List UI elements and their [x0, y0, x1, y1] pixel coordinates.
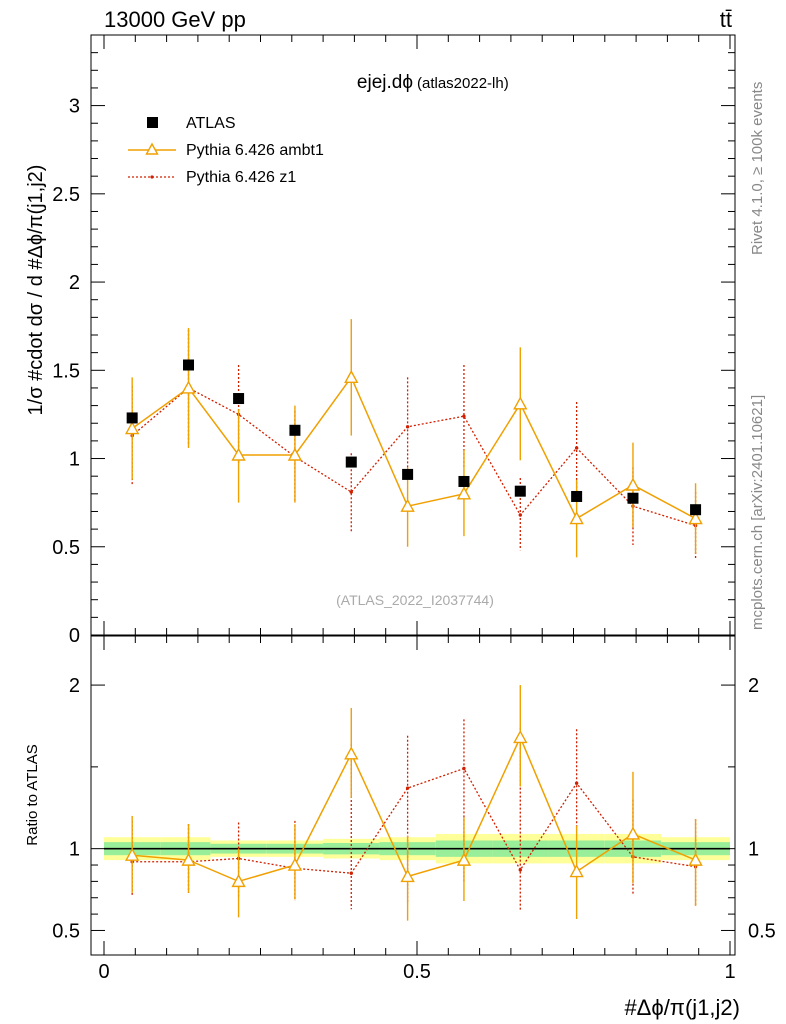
main-y-tick-label: 2.5	[52, 184, 80, 206]
atlas-point	[627, 492, 639, 504]
ratio-z1-point	[518, 868, 522, 872]
atlas-point	[289, 424, 301, 436]
atlas-point	[126, 412, 138, 424]
ratio-z1-point	[574, 781, 579, 785]
legend-item-atlas: ATLAS	[147, 115, 236, 132]
ratio-series	[124, 685, 703, 921]
legend-marker-atlas	[147, 117, 158, 128]
ratio-ambt1-point	[456, 852, 472, 866]
ratio-y-tick-label-right: 2	[748, 675, 759, 697]
x-tick-label: 0.5	[403, 961, 431, 983]
z1-point	[518, 513, 522, 517]
ratio-z1-line	[132, 767, 696, 874]
ratio-z1-point	[405, 786, 410, 790]
atlas-point	[233, 393, 245, 405]
ratio-ambt1-point	[688, 852, 703, 866]
atlas-point	[183, 359, 195, 371]
process-label: tt̄	[720, 7, 732, 32]
analysis-id-label: (ATLAS_2022_I2037744)	[336, 592, 494, 608]
legend-item-z1: Pythia 6.426 z1	[128, 169, 296, 186]
main-y-tick-label: 0.5	[52, 537, 80, 559]
main-y-tick-label: 3	[69, 96, 80, 118]
panel-title: ejej.dϕ	[357, 72, 413, 93]
legend: ATLAS Pythia 6.426 ambt1 Pythia 6.426 z1	[128, 115, 324, 186]
main-y-tick-label: 0	[69, 625, 80, 647]
energy-label: 13000 GeV pp	[104, 7, 246, 32]
ratio-y-tick-label: 1	[69, 839, 80, 861]
main-y-tick-label: 2	[69, 272, 80, 294]
ambt1-point	[688, 511, 703, 525]
ratio-frame	[90, 635, 736, 956]
legend-label-z1: Pythia 6.426 z1	[186, 169, 296, 186]
z1-point	[462, 414, 466, 418]
legend-marker-z1	[150, 175, 154, 179]
rivet-label: Rivet 4.1.0, ≥ 100k events	[749, 82, 766, 255]
main-y-tick-label: 1.5	[52, 360, 80, 382]
ratio-ambt1-point	[625, 826, 641, 840]
ratio-y-tick-label: 0.5	[52, 920, 80, 942]
ratio-y-tick-label-right: 1	[748, 839, 759, 861]
ratio-ambt1-point	[231, 873, 246, 888]
ambt1-point	[181, 380, 196, 394]
legend-label-atlas: ATLAS	[186, 115, 236, 132]
legend-item-ambt1: Pythia 6.426 ambt1	[128, 142, 324, 159]
atlas-point	[402, 468, 414, 480]
z1-point	[574, 446, 579, 450]
ratio-x-axis: 0 0.5 1	[98, 636, 736, 983]
main-y-axis: 0 0.5 1 1.5 2 2.5 3	[52, 52, 735, 647]
ratio-y-tick-label: 2	[69, 675, 80, 697]
mcplots-label: mcplots.cern.ch [arXiv:2401.10621]	[749, 395, 766, 630]
ambt1-point	[569, 511, 584, 525]
main-series	[124, 319, 703, 560]
ambt1-point	[513, 396, 528, 410]
atlas-point	[458, 475, 470, 487]
ratio-y-axis-title: Ratio to ATLAS	[24, 744, 41, 845]
z1-point	[349, 490, 353, 494]
legend-marker-ambt1	[145, 142, 159, 155]
ratio-ambt1-point	[569, 864, 584, 878]
ratio-y-axis-label: Ratio to ATLAS	[24, 744, 41, 845]
atlas-point	[571, 490, 583, 502]
atlas-point	[514, 485, 526, 497]
ratio-ambt1-point	[344, 746, 359, 760]
ambt1-point	[344, 369, 359, 384]
main-x-ticks	[103, 35, 731, 635]
ratio-z1-point	[462, 766, 466, 771]
ambt1-line	[131, 375, 696, 520]
ratio-ambt1-point	[513, 729, 528, 744]
x-tick-label: 1	[724, 961, 735, 983]
main-y-axis-label: 1/σ #cdot dσ / d #Δϕ/π(j1,j2)	[25, 165, 47, 416]
ratio-z1-point	[349, 871, 353, 875]
ratio-panel: 0.5 0.51 12 2 0 0.5 1 Ratio to ATLAS #Δϕ/π(j1…	[24, 635, 776, 1020]
z1-point	[405, 425, 410, 429]
ambt1-point	[400, 498, 415, 512]
main-panel: 0 0.5 1 1.5 2 2.5 3 ejej.dϕ (atlas2022-lh) (AT…	[25, 34, 736, 647]
x-axis-label: #Δϕ/π(j1,j2)	[624, 995, 740, 1020]
x-tick-label: 0	[98, 961, 109, 983]
ambt1-point	[287, 447, 303, 461]
ratio-y-tick-label-right: 0.5	[748, 920, 776, 942]
ambt1-point	[124, 421, 140, 435]
ambt1-point	[456, 486, 472, 500]
ratio-ambt1-point	[400, 869, 415, 883]
panel-subtitle: (atlas2022-lh)	[417, 75, 509, 92]
main-y-tick-label: 1	[69, 449, 80, 471]
legend-label-ambt1: Pythia 6.426 ambt1	[186, 142, 324, 159]
main-y-axis-title: 1/σ #cdot dσ / d #Δϕ/π(j1,j2)	[25, 165, 47, 416]
ratio-y-axis: 0.5 0.5 1 1 2 2	[52, 675, 776, 942]
ambt1-point	[625, 477, 641, 491]
atlas-point	[345, 456, 357, 468]
atlas-point	[690, 504, 702, 516]
ambt1-point	[231, 447, 246, 461]
ratio-ambt1-point	[181, 852, 196, 866]
ratio-ambt1-point	[287, 857, 303, 871]
ratio-ambt1-point	[124, 847, 140, 861]
